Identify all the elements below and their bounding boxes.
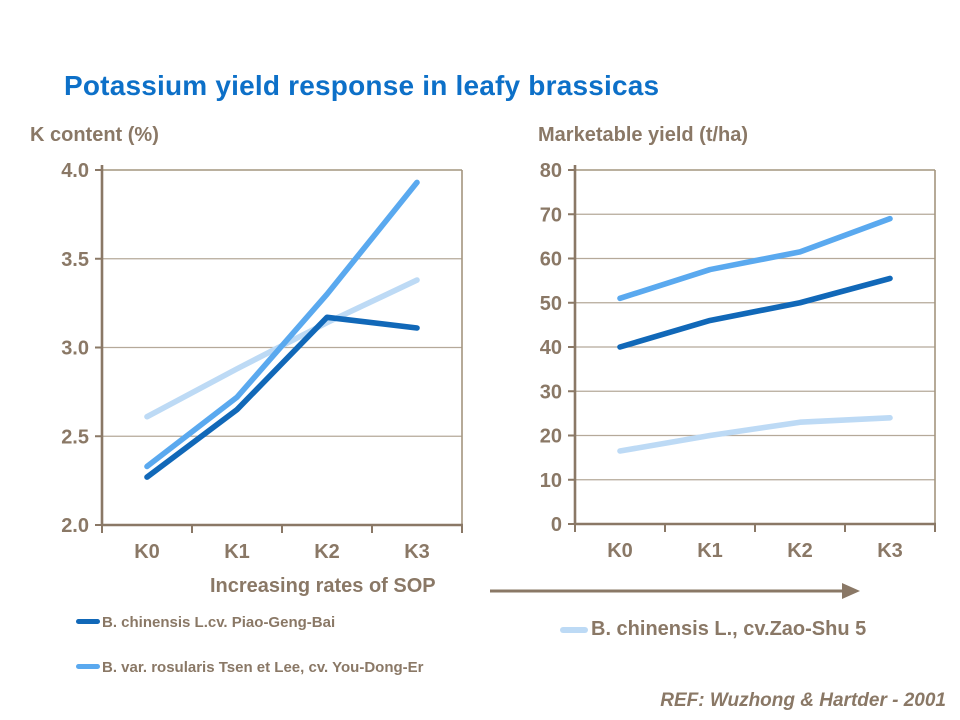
y-tick-label: 2.0 [61, 515, 89, 537]
y-tick-label: 0 [551, 514, 562, 536]
legend-left: B. chinensis L.cv. Piao-Geng-Bai B. var.… [76, 612, 496, 702]
y-tick-label: 30 [540, 381, 562, 403]
legend-label: B. chinensis L.cv. Piao-Geng-Bai [102, 614, 336, 631]
x-tick-label: K2 [314, 541, 340, 563]
x-tick-label: K2 [787, 540, 813, 562]
k-content-chart: 2.0 2.5 3.0 3.5 4.0 K0 K1 K2 K3 [61, 160, 463, 563]
legend-line-swatch-dark-blue-icon [76, 619, 100, 624]
y-tick-label: 20 [540, 426, 562, 448]
arrow-head [842, 583, 860, 599]
y-tick-label: 3.0 [61, 338, 89, 360]
series-line [617, 275, 893, 350]
y-tick-label: 2.5 [61, 426, 89, 448]
legend-label: B. var. rosularis Tsen et Lee, cv. You-D… [102, 659, 424, 676]
right-arrow-icon [490, 583, 860, 599]
y-tick-label: 10 [540, 470, 562, 492]
x-tick-label: K0 [607, 540, 633, 562]
series-line [144, 314, 420, 480]
y-tick-label: 50 [540, 293, 562, 315]
reference-citation: REF: Wuzhong & Hartder - 2001 [660, 690, 946, 711]
x-tick-label: K3 [404, 541, 430, 563]
legend-right: B. chinensis L., cv.Zao-Shu 5 [560, 618, 866, 641]
legend-line-swatch-light-blue-icon [560, 626, 588, 633]
y-tick-label: 70 [540, 204, 562, 226]
x-tick-label: K1 [697, 540, 723, 562]
page-title: Potassium yield response in leafy brassi… [64, 70, 660, 101]
legend-line-swatch-medium-blue-icon [76, 664, 100, 669]
series-line [617, 215, 893, 302]
right-chart-title: Marketable yield (t/ha) [538, 124, 749, 146]
series-line [617, 414, 893, 454]
y-tick-label: 60 [540, 249, 562, 271]
x-tick-label: K1 [224, 541, 250, 563]
y-tick-label: 3.5 [61, 249, 89, 271]
marketable-yield-chart: 0 10 20 30 40 50 60 70 80 K0 K1 K2 K3 [540, 160, 936, 562]
x-tick-label: K0 [134, 541, 160, 563]
y-tick-label: 4.0 [61, 160, 89, 182]
series-line [144, 179, 420, 470]
y-tick-label: 40 [540, 337, 562, 359]
legend-item-piao-geng-bai: B. chinensis L.cv. Piao-Geng-Bai [76, 612, 496, 633]
y-tick-label: 80 [540, 160, 562, 182]
left-chart-title: K content (%) [30, 124, 159, 146]
x-tick-label: K3 [877, 540, 903, 562]
legend-item-you-dong-er: B. var. rosularis Tsen et Lee, cv. You-D… [76, 657, 496, 678]
x-axis-caption: Increasing rates of SOP [210, 575, 436, 597]
legend-label: B. chinensis L., cv.Zao-Shu 5 [591, 618, 867, 640]
